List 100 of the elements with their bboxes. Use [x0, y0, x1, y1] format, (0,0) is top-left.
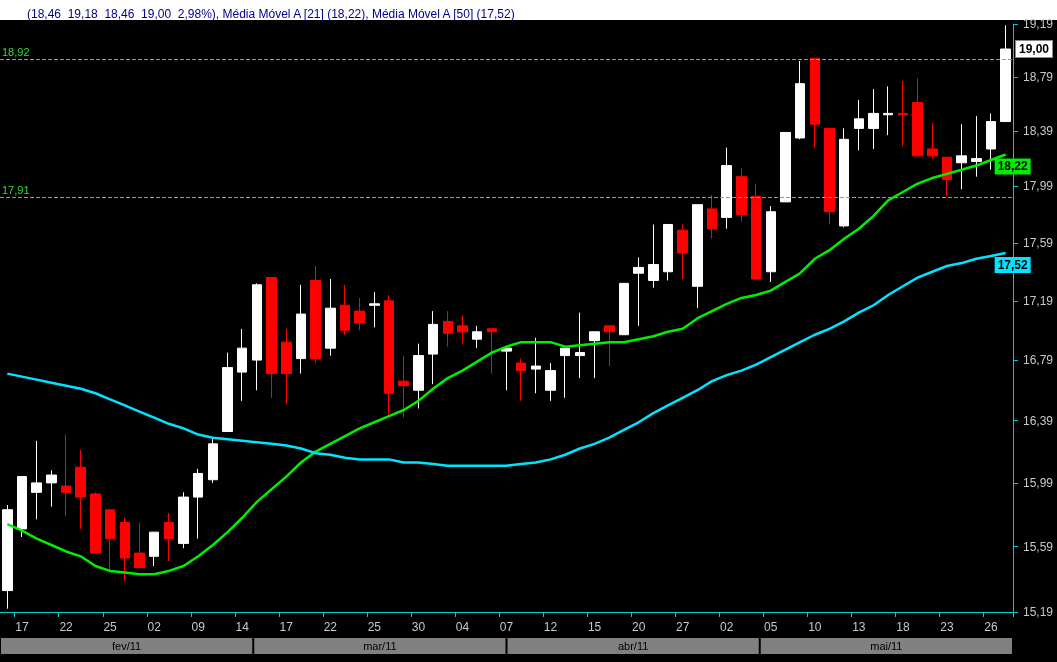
candlestick: [457, 315, 468, 345]
candlestick: [46, 469, 57, 508]
x-tick-label: 27: [675, 620, 690, 634]
candlestick: [134, 522, 145, 569]
x-tick-label: 30: [411, 620, 426, 634]
data-label: 17,52: [997, 258, 1028, 273]
candlestick: [560, 347, 570, 399]
candlestick: [296, 284, 306, 375]
candlestick: [531, 337, 541, 394]
candlestick: [736, 167, 747, 223]
x-tick-label: 10: [808, 620, 822, 634]
candlestick: [208, 438, 218, 484]
x-tick-label: 07: [499, 620, 514, 634]
x-tick-label: 15: [587, 620, 602, 634]
candlestick: [589, 331, 600, 379]
y-tick-label: 18,39: [1023, 124, 1054, 139]
candlestick: [120, 517, 130, 582]
candlestick: [1000, 24, 1011, 123]
candlestick: [149, 531, 159, 567]
candlestick: [868, 88, 879, 150]
candlestick: [310, 265, 321, 364]
candlestick: [516, 358, 526, 402]
candlestick: [707, 194, 717, 240]
y-tick-label: 17,99: [1023, 179, 1054, 194]
y-tick-label: 16,79: [1023, 353, 1054, 368]
x-tick-label: 12: [543, 620, 558, 634]
y-tick-label: 17,59: [1023, 236, 1054, 250]
y-tick-label: 15,99: [1023, 475, 1054, 490]
candlestick: [810, 57, 820, 149]
x-tick-label: 02: [720, 620, 734, 634]
candlestick: [883, 85, 893, 136]
candlestick: [633, 256, 644, 327]
candlestick: [971, 115, 982, 178]
candlestick: [428, 310, 438, 385]
x-tick-label: 17: [279, 620, 294, 634]
candlestick: [61, 434, 71, 517]
x-tick-label: 02: [147, 620, 162, 634]
text: mai/11: [870, 640, 903, 652]
candlestick: [413, 343, 424, 409]
candlestick: [854, 99, 864, 151]
y-tick-label: 16,39: [1023, 413, 1054, 428]
candlestick: [692, 204, 703, 309]
candlestick: [398, 355, 409, 419]
candlestick: [751, 183, 761, 280]
candlestick: [619, 282, 629, 336]
candlestick: [487, 328, 497, 375]
candlestick: [31, 440, 42, 520]
candlestick: [648, 223, 659, 289]
text: abr/11: [617, 640, 649, 652]
x-tick-label: 05: [764, 620, 778, 634]
candlestick: [780, 131, 791, 203]
candlestick: [193, 468, 203, 540]
candlestick: [839, 127, 849, 228]
y-tick-label: 19,19: [1023, 17, 1054, 31]
y-tick-label: 17,19: [1023, 293, 1054, 308]
candlestick: [252, 282, 262, 391]
y-tick-label: 15,59: [1023, 539, 1054, 554]
ref-line-label: 17,91: [2, 184, 30, 197]
candlestick: [281, 328, 292, 405]
x-tick-label: 04: [455, 620, 470, 634]
x-tick-label: 20: [631, 620, 646, 634]
candlestick: [912, 77, 923, 157]
candlestick: [443, 310, 453, 348]
text: fev/11: [112, 640, 142, 652]
candlestick: [237, 328, 247, 402]
x-tick-label: 09: [191, 620, 206, 634]
candlestick: [677, 223, 688, 280]
candlestick: [105, 509, 115, 572]
x-tick-label: 14: [235, 620, 250, 634]
x-tick-label: 23: [940, 620, 954, 634]
candlestick: [90, 491, 101, 554]
candlestick: [604, 325, 615, 367]
candlestick: [75, 449, 86, 530]
chart-title: (18,46 19,18 18,46 19,00 2,98%), Média Móvel A [21] (18,22), Média Móvel A [50] (17,52): [27, 7, 515, 21]
x-tick-label: 17: [15, 620, 30, 634]
candlestick: [545, 362, 556, 402]
annotation: 19,00: [1019, 42, 1050, 57]
candlestick: [795, 60, 805, 140]
candlestick: [721, 147, 732, 230]
candlestick: [986, 112, 996, 171]
candlestick: [354, 297, 365, 331]
text: mar/11: [363, 640, 397, 652]
x-tick-label: 13: [852, 620, 866, 634]
candlestick: [369, 291, 380, 328]
x-tick-label: 22: [59, 620, 74, 634]
x-tick-label: 26: [984, 620, 998, 634]
candlestick: [824, 127, 835, 225]
ref-line-label: 18,92: [2, 46, 30, 59]
candlestick: [898, 80, 908, 147]
candlestick: [956, 123, 967, 190]
candlestick: [222, 352, 233, 432]
y-tick-label: 15,19: [1023, 605, 1054, 619]
candlestick: [164, 512, 174, 562]
candlestick: [472, 325, 482, 349]
x-tick-label: 18: [896, 620, 910, 634]
y-tick-label: 18,79: [1023, 69, 1054, 84]
candlestick: [325, 278, 336, 357]
x-tick-label: 22: [323, 620, 338, 634]
candlestick: [927, 122, 938, 160]
candlestick: [766, 205, 776, 283]
